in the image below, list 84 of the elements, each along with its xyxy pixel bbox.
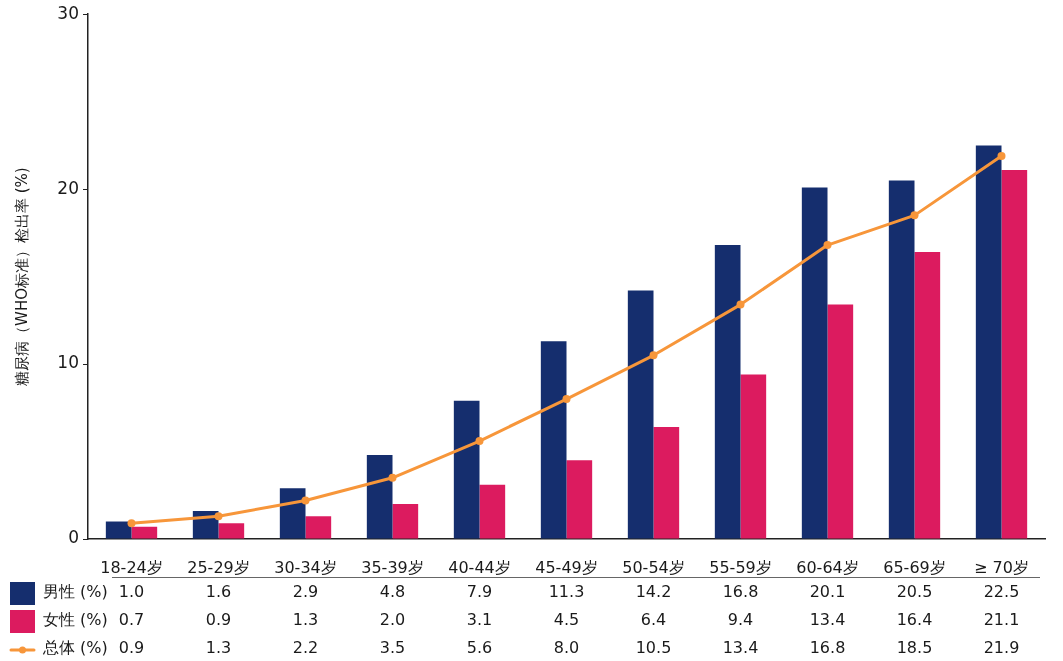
bar (653, 427, 680, 539)
bar (975, 145, 1002, 539)
point (997, 151, 1006, 160)
bar (131, 526, 158, 539)
data-label: 13.4 (809, 610, 846, 630)
y-tick-label: 10 (57, 352, 79, 373)
bar (279, 488, 306, 539)
data-label: 3.5 (379, 638, 406, 658)
point (649, 351, 658, 360)
bar (801, 187, 828, 539)
data-label: 8.0 (553, 638, 580, 658)
y-tick-label: 0 (68, 527, 79, 548)
bar (392, 504, 419, 539)
point (562, 395, 571, 404)
data-label: 10.5 (635, 638, 672, 658)
data-label: 14.2 (635, 582, 672, 602)
x-tick-label: 60-64岁 (796, 557, 859, 577)
data-label: 1.3 (205, 638, 232, 658)
x-tick-label: ≥ 70岁 (974, 557, 1029, 577)
x-tick-label: 18-24岁 (100, 557, 163, 577)
data-label: 13.4 (722, 638, 759, 658)
bar (914, 252, 941, 539)
x-tick-label: 45-49岁 (535, 557, 598, 577)
bar (218, 523, 245, 539)
data-label: 16.4 (896, 610, 933, 630)
data-label: 2.0 (379, 610, 406, 630)
bar (888, 180, 915, 539)
data-label: 21.9 (983, 638, 1020, 658)
data-label: 9.4 (727, 610, 754, 630)
point (127, 519, 136, 528)
data-label: 2.2 (292, 638, 319, 658)
data-label: 20.5 (896, 582, 933, 602)
bar (366, 455, 393, 539)
data-label: 5.6 (466, 638, 493, 658)
bar (1001, 169, 1028, 539)
x-tick-label: 40-44岁 (448, 557, 511, 577)
bar (453, 400, 480, 539)
bar (105, 521, 132, 539)
data-label: 16.8 (809, 638, 846, 658)
data-label: 1.0 (118, 582, 145, 602)
bar (479, 484, 506, 539)
x-tick-label: 30-34岁 (274, 557, 337, 577)
data-label: 7.9 (466, 582, 493, 602)
bar (827, 304, 854, 539)
point (214, 512, 223, 521)
bar (627, 290, 654, 539)
x-tick-label: 25-29岁 (187, 557, 250, 577)
point (910, 211, 919, 220)
legend-label: 总体 (%) (42, 638, 108, 658)
point (388, 473, 397, 482)
point (301, 496, 310, 505)
x-tick-label: 35-39岁 (361, 557, 424, 577)
data-label: 1.3 (292, 610, 319, 630)
legend-label: 男性 (%) (43, 582, 108, 602)
data-label: 22.5 (983, 582, 1020, 602)
y-axis-title: 糖尿病（WHO标准）检出率 (%) (12, 167, 31, 386)
data-label: 21.1 (983, 610, 1020, 630)
data-label: 0.9 (118, 638, 145, 658)
data-label: 3.1 (466, 610, 493, 630)
x-tick-label: 65-69岁 (883, 557, 946, 577)
legend-label: 女性 (%) (43, 610, 108, 630)
data-label: 0.7 (118, 610, 145, 630)
x-tick-label: 50-54岁 (622, 557, 685, 577)
data-label: 6.4 (640, 610, 667, 630)
data-label: 20.1 (809, 582, 846, 602)
point (475, 437, 484, 446)
point (736, 300, 745, 309)
data-label: 4.5 (553, 610, 580, 630)
data-label: 1.6 (205, 582, 232, 602)
bar (305, 516, 332, 539)
data-label: 0.9 (205, 610, 232, 630)
data-label: 18.5 (896, 638, 933, 658)
bar (566, 460, 593, 539)
data-label: 2.9 (292, 582, 319, 602)
y-tick-label: 20 (57, 177, 79, 198)
point (823, 241, 832, 250)
bar (714, 245, 741, 539)
data-label: 16.8 (722, 582, 759, 602)
y-tick-label: 30 (57, 2, 79, 23)
bar (540, 341, 567, 539)
x-tick-label: 55-59岁 (709, 557, 772, 577)
data-label: 11.3 (548, 582, 585, 602)
data-label: 4.8 (379, 582, 406, 602)
bar (740, 374, 767, 539)
